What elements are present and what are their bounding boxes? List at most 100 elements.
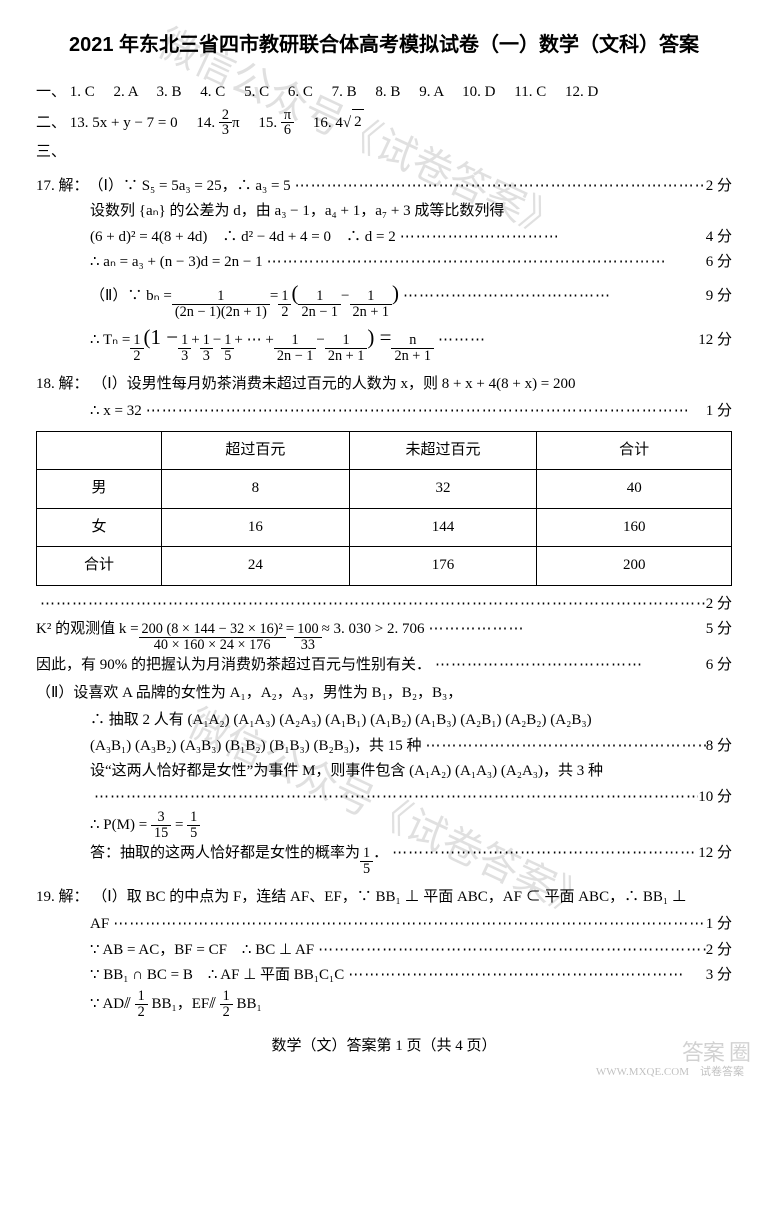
q18-k-suf: ≈ 3. 030 > 2. 706 (322, 617, 425, 643)
q18-k-frac1: 200 (8 × 144 − 32 × 16)²40 × 160 × 24 × … (139, 622, 286, 653)
q18-ans-pre: 答：抽取的这两人恰好都是女性的概率为 (90, 841, 360, 867)
q19-l1b: AF (90, 912, 109, 938)
q19-l1-pts: 1 分 (706, 912, 732, 938)
q18-conc1: 因此，有 90% 的把握认为月消费奶茶超过百元与性别有关． (36, 653, 431, 679)
q18: 18. 解： （Ⅰ）设男性每月奶茶消费未超过百元的人数为 x，则 8 + x +… (36, 372, 732, 877)
mc-3: 3. B (157, 84, 182, 100)
dotfill: ⋯⋯⋯⋯⋯⋯ (425, 617, 706, 643)
dotfill: ⋯⋯⋯⋯⋯⋯⋯⋯⋯⋯⋯⋯⋯⋯⋯⋯⋯⋯⋯⋯⋯ (344, 963, 705, 989)
q19-l2: ∵ AB = AC，BF = CF ∴ BC ⊥ AF (90, 938, 314, 964)
mc-2: 2. A (114, 84, 138, 100)
q17-f2: 12n − 1 (298, 289, 341, 320)
dotfill: ⋯⋯⋯⋯⋯⋯⋯⋯⋯⋯⋯⋯⋯ (399, 284, 706, 310)
q18-table: 超过百元 未超过百元 合计 男 8 32 40 女 16 144 160 合计 … (36, 431, 732, 586)
q17-f3: 12n + 1 (350, 289, 393, 320)
q17-tn-pre: ∴ Tₙ = (90, 328, 130, 354)
q14-frac: 23 (219, 108, 232, 139)
th-under: 未超过百元 (349, 431, 537, 470)
q16-sqrt: 2 (352, 109, 364, 136)
q17-p1-l2: 设数列 {aₙ} 的公差为 d，由 a₃ − 1，a₄ + 1，a₇ + 3 成… (36, 199, 732, 225)
q17-p2-pre: （Ⅱ）∵ bₙ = (90, 284, 172, 310)
dotfill: ⋯⋯⋯⋯⋯⋯⋯⋯⋯⋯⋯⋯⋯⋯⋯⋯⋯⋯⋯ (422, 734, 706, 760)
q19-l4-pre: ∵ AD⫽ (90, 996, 131, 1012)
q17-pts2: 4 分 (706, 225, 732, 251)
q18-k-pts: 5 分 (706, 617, 732, 643)
q18-pm-pre: ∴ P(M) = (90, 817, 151, 833)
dotfill: ⋯⋯⋯⋯⋯⋯⋯⋯⋯⋯⋯⋯⋯ (431, 653, 706, 679)
mc-11: 11. C (514, 84, 546, 100)
mc-1: 1. C (70, 84, 95, 100)
q19-l3: ∵ BB₁ ∩ BC = B ∴ AF ⊥ 平面 BB₁C₁C (90, 963, 344, 989)
q18-l1: （Ⅰ）设男性每月奶茶消费未超过百元的人数为 x，则 8 + x + 4(8 + … (92, 376, 575, 392)
q17: 17. 解： （Ⅰ）∵ S₅ = 5a₃ = 25，∴ a₃ = 5 ⋯⋯⋯⋯⋯… (36, 174, 732, 364)
th-blank (37, 431, 162, 470)
q15-frac: π6 (281, 108, 294, 139)
corner-sub: WWW.MXQE.COM 试卷答案 (596, 1063, 744, 1082)
q17-p2-pts: 9 分 (706, 284, 732, 310)
q19-label: 19. 解： (36, 889, 89, 905)
q18-p2-l3: (A₃B₁) (A₃B₂) (A₃B₃) (B₁B₂) (B₁B₃) (B₂B₃… (90, 734, 422, 760)
mc-4: 4. C (200, 84, 225, 100)
table-header-row: 超过百元 未超过百元 合计 (37, 431, 732, 470)
q18-p2-l4: 设“这两人恰好都是女性”为事件 M，则事件包含 (A₁A₂) (A₁A₃) (A… (36, 759, 732, 785)
mc-12: 12. D (565, 84, 598, 100)
q17-pts1: 2 分 (706, 174, 732, 200)
mc-9: 9. A (419, 84, 443, 100)
section2: 二、 13. 5x + y − 7 = 0 14. 23π 15. π6 16.… (36, 108, 732, 139)
q16-label: 16. 4 (313, 114, 343, 130)
q18-p2-l1: （Ⅱ）设喜欢 A 品牌的女性为 A₁，A₂，A₃，男性为 B₁，B₂，B₃， (36, 681, 732, 707)
dotfill: ⋯⋯⋯⋯⋯⋯⋯⋯⋯⋯⋯⋯⋯⋯⋯⋯⋯⋯⋯⋯⋯⋯⋯⋯⋯⋯⋯⋯⋯⋯⋯⋯⋯⋯⋯⋯⋯⋯⋯⋯… (109, 912, 706, 938)
q19: 19. 解： （Ⅰ）取 BC 的中点为 F，连结 AF、EF，∵ BB₁ ⊥ 平… (36, 885, 732, 1020)
section3-label: 三、 (36, 140, 732, 166)
dotfill: ⋯⋯⋯⋯⋯⋯⋯⋯⋯⋯⋯⋯⋯⋯⋯⋯⋯⋯⋯⋯⋯⋯⋯⋯⋯⋯⋯⋯⋯⋯⋯⋯⋯⋯⋯⋯⋯⋯⋯⋯ (90, 785, 698, 811)
mc-5: 5. C (244, 84, 269, 100)
dotfill: ⋯⋯⋯⋯⋯⋯⋯⋯⋯⋯⋯⋯⋯⋯⋯⋯⋯⋯⋯⋯⋯⋯⋯⋯⋯⋯⋯⋯⋯⋯⋯⋯⋯⋯ (142, 399, 706, 425)
q17-f1: 1(2n − 1)(2n + 1) (172, 289, 270, 320)
q18-k-pre: K² 的观测值 k = (36, 617, 139, 643)
table-row: 女 16 144 160 (37, 508, 732, 547)
page-title: 2021 年东北三省四市教研联合体高考模拟试卷（一）数学（文科）答案 (36, 28, 732, 62)
mc-6: 6. C (288, 84, 313, 100)
q17-half: 12 (278, 289, 291, 320)
q18-k-frac2: 10033 (294, 622, 321, 653)
q18-ans-pts: 12 分 (698, 841, 732, 867)
q17-p1-l4: ∴ aₙ = a₃ + (n − 3)d = 2n − 1 (90, 250, 263, 276)
q18-l2-pts: 1 分 (706, 399, 732, 425)
q17-label: 17. 解： (36, 174, 89, 200)
q18-p2-l2: ∴ 抽取 2 人有 (A₁A₂) (A₁A₃) (A₂A₃) (A₁B₁) (A… (36, 708, 732, 734)
q19-l1: （Ⅰ）取 BC 的中点为 F，连结 AF、EF，∵ BB₁ ⊥ 平面 ABC，A… (92, 889, 687, 905)
q18-p2-l3-pts: 8 分 (706, 734, 732, 760)
section1-label: 一、 (36, 84, 66, 100)
mc-10: 10. D (462, 84, 495, 100)
th-over: 超过百元 (162, 431, 350, 470)
dotfill: ⋯⋯⋯⋯⋯⋯⋯⋯⋯⋯⋯⋯⋯⋯⋯⋯⋯⋯⋯⋯⋯⋯⋯⋯⋯ (263, 250, 706, 276)
q19-l3-pts: 3 分 (706, 963, 732, 989)
q13: 13. 5x + y − 7 = 0 (70, 114, 178, 130)
q17-result: n2n + 1 (391, 333, 434, 364)
q14-suf: π (232, 114, 240, 130)
q18-label: 18. 解： (36, 376, 89, 392)
table-row: 合计 24 176 200 (37, 547, 732, 586)
dotfill: ⋯⋯⋯⋯⋯⋯⋯⋯⋯⋯ (396, 225, 706, 251)
mc-8: 8. B (375, 84, 400, 100)
dotfill: ⋯⋯⋯ (434, 328, 698, 354)
mc-7: 7. B (332, 84, 357, 100)
section2-label: 二、 (36, 114, 66, 130)
q17-pts3: 6 分 (706, 250, 732, 276)
q18-conc1-pts: 6 分 (706, 653, 732, 679)
section1: 一、 1. C 2. A 3. B 4. C 5. C 6. C 7. B 8.… (36, 80, 732, 106)
dotfill: ⋯⋯⋯⋯⋯⋯⋯⋯⋯⋯⋯⋯⋯⋯⋯⋯⋯⋯⋯⋯⋯⋯⋯⋯⋯⋯ (314, 938, 706, 964)
dotfill: ⋯⋯⋯⋯⋯⋯⋯⋯⋯⋯⋯⋯⋯⋯⋯⋯⋯⋯⋯ (388, 841, 698, 867)
q18-p2-l4-pts: 10 分 (698, 785, 732, 811)
q17-p2-pts2: 12 分 (698, 328, 732, 354)
dotfill: ⋯⋯⋯⋯⋯⋯⋯⋯⋯⋯⋯⋯⋯⋯⋯⋯⋯⋯⋯⋯⋯⋯⋯⋯⋯⋯⋯⋯ (291, 174, 706, 200)
q18-l2: ∴ x = 32 (90, 399, 142, 425)
q17-p1-l3: (6 + d)² = 4(8 + 4d) ∴ d² − 4d + 4 = 0 ∴… (90, 225, 396, 251)
table-row: 男 8 32 40 (37, 470, 732, 509)
q15-label: 15. (258, 114, 277, 130)
th-total: 合计 (537, 431, 732, 470)
q17-p1-l1: （Ⅰ）∵ S₅ = 5a₃ = 25，∴ a₃ = 5 (89, 174, 291, 200)
dotfill: ⋯⋯⋯⋯⋯⋯⋯⋯⋯⋯⋯⋯⋯⋯⋯⋯⋯⋯⋯⋯⋯⋯⋯⋯⋯⋯⋯⋯⋯⋯⋯⋯⋯⋯⋯⋯⋯⋯⋯⋯… (36, 592, 706, 618)
q18-table-pts: 2 分 (706, 592, 732, 618)
page-footer: 数学（文）答案第 1 页（共 4 页） (36, 1034, 732, 1060)
